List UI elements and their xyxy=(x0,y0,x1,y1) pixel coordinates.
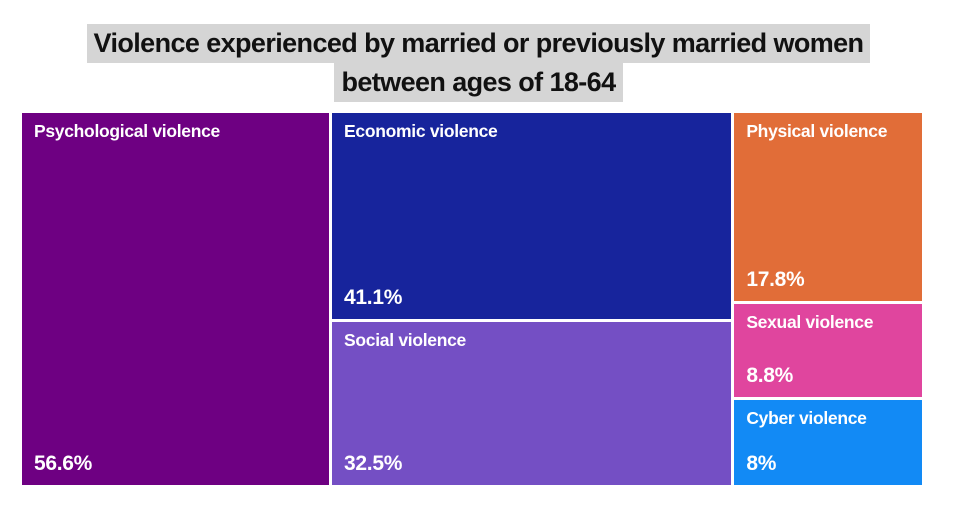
tile-value: 8% xyxy=(746,452,777,475)
tile-value: 56.6% xyxy=(34,452,93,475)
tile-label: Sexual violence xyxy=(746,312,874,333)
tile-value: 17.8% xyxy=(746,268,805,292)
tile-label: Social violence xyxy=(344,330,466,351)
treemap-tile-social-violence: Social violence 32.5% xyxy=(332,322,732,485)
tile-label: Economic violence xyxy=(344,121,498,141)
chart-title-line2: between ages of 18-64 xyxy=(334,63,623,102)
treemap: Psychological violence 56.6% Economic vi… xyxy=(22,113,923,485)
tile-label: Psychological violence xyxy=(34,121,220,141)
treemap-tile-cyber-violence: Cyber violence 8% xyxy=(734,400,923,485)
treemap-tile-psychological-violence: Psychological violence 56.6% xyxy=(22,113,330,485)
tile-value: 41.1% xyxy=(344,286,403,310)
treemap-right-column: Physical violence 17.8% Sexual violence … xyxy=(734,113,923,485)
treemap-middle-column: Economic violence 41.1% Social violence … xyxy=(332,113,732,485)
tile-label: Physical violence xyxy=(746,121,888,141)
treemap-tile-physical-violence: Physical violence 17.8% xyxy=(734,113,923,302)
chart-title-line1: Violence experienced by married or previ… xyxy=(86,24,871,63)
tile-value: 8.8% xyxy=(746,364,793,388)
treemap-tile-sexual-violence: Sexual violence 8.8% xyxy=(734,304,923,398)
treemap-tile-economic-violence: Economic violence 41.1% xyxy=(332,113,732,320)
tile-value: 32.5% xyxy=(344,452,403,475)
chart-title: Violence experienced by married or previ… xyxy=(0,24,957,102)
tile-label: Cyber violence xyxy=(746,408,867,429)
